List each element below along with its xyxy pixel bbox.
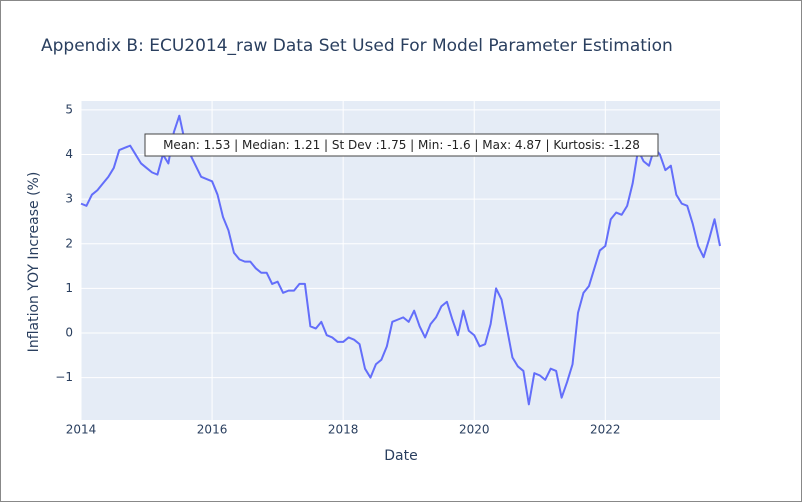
- y-tick-label: 3: [65, 192, 73, 206]
- x-tick-label: 2022: [590, 423, 621, 437]
- annotation: Mean: 1.53 | Median: 1.21 | St Dev :1.75…: [163, 138, 640, 152]
- x-axis-title: Date: [384, 448, 417, 464]
- x-tick-label: 2020: [459, 423, 490, 437]
- annotation-box: [144, 133, 659, 157]
- y-tick-label: 4: [65, 147, 73, 161]
- y-tick-label: 5: [65, 102, 73, 116]
- y-tick-label: −1: [55, 370, 73, 384]
- chart-title: Appendix B: ECU2014_raw Data Set Used Fo…: [41, 36, 673, 56]
- y-tick-label: 1: [65, 281, 73, 295]
- y-tick-label: 0: [65, 326, 73, 340]
- y-axis-title: Inflation YOY Increase (%): [26, 172, 42, 353]
- x-tick-label: 2016: [197, 423, 228, 437]
- x-tick-label: 2018: [328, 423, 359, 437]
- y-tick-label: 2: [65, 236, 73, 250]
- x-tick-label: 2014: [66, 423, 97, 437]
